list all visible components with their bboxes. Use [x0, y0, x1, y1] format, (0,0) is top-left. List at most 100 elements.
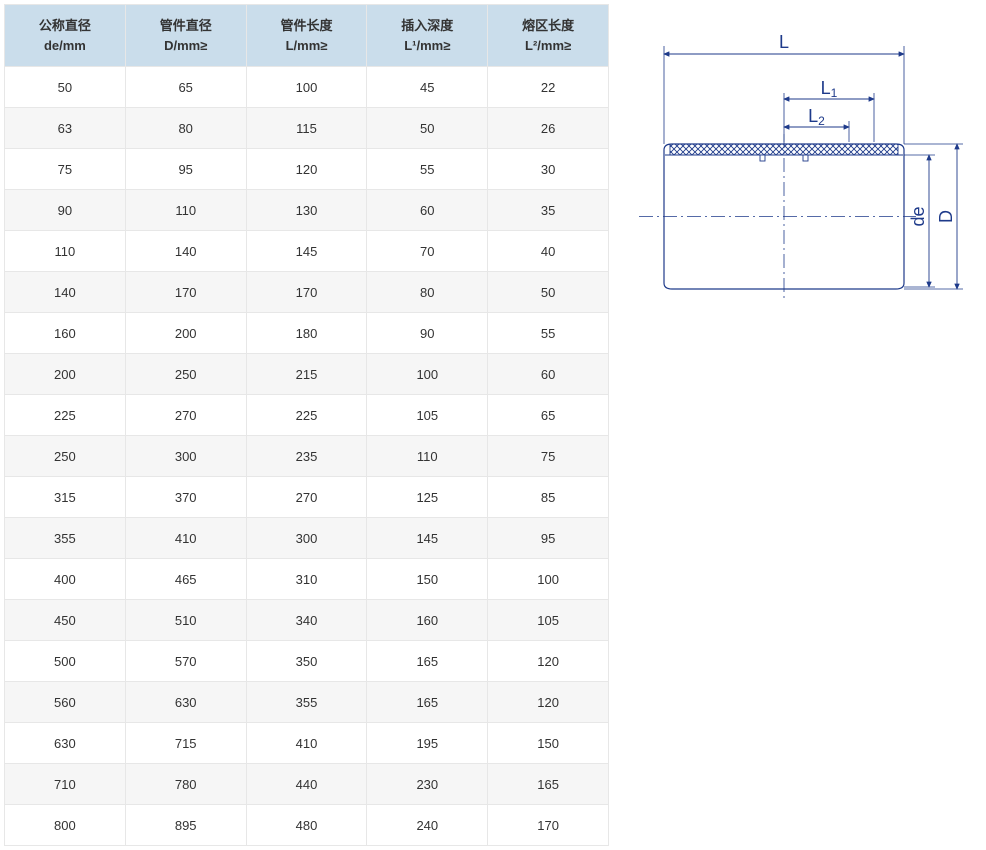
table-cell: 710 — [5, 764, 126, 805]
header-line2: de/mm — [44, 38, 86, 53]
table-cell: 780 — [125, 764, 246, 805]
table-cell: 560 — [5, 682, 126, 723]
table-cell: 50 — [488, 272, 609, 313]
table-cell: 45 — [367, 67, 488, 108]
table-row: 1401701708050 — [5, 272, 609, 313]
svg-text:D: D — [936, 210, 956, 223]
table-row: 630715410195150 — [5, 723, 609, 764]
svg-text:de: de — [908, 206, 928, 226]
table-cell: 50 — [5, 67, 126, 108]
table-cell: 225 — [5, 395, 126, 436]
table-cell: 63 — [5, 108, 126, 149]
table-cell: 26 — [488, 108, 609, 149]
table-cell: 630 — [5, 723, 126, 764]
table-row: 1101401457040 — [5, 231, 609, 272]
table-row: 63801155026 — [5, 108, 609, 149]
table-cell: 80 — [367, 272, 488, 313]
table-cell: 570 — [125, 641, 246, 682]
header-line2: L/mm≥ — [286, 38, 328, 53]
table-cell: 200 — [5, 354, 126, 395]
data-table: 公称直径de/mm管件直径D/mm≥管件长度L/mm≥插入深度L¹/mm≥熔区长… — [4, 4, 609, 846]
table-cell: 145 — [246, 231, 367, 272]
table-cell: 30 — [488, 149, 609, 190]
table-cell: 150 — [488, 723, 609, 764]
table-cell: 180 — [246, 313, 367, 354]
table-cell: 355 — [246, 682, 367, 723]
header-line1: 公称直径 — [39, 18, 91, 33]
table-cell: 170 — [125, 272, 246, 313]
table-cell: 230 — [367, 764, 488, 805]
table-cell: 55 — [488, 313, 609, 354]
table-cell: 75 — [5, 149, 126, 190]
table-cell: 105 — [367, 395, 488, 436]
table-cell: 440 — [246, 764, 367, 805]
table-row: 50651004522 — [5, 67, 609, 108]
table-cell: 60 — [367, 190, 488, 231]
table-cell: 80 — [125, 108, 246, 149]
table-cell: 510 — [125, 600, 246, 641]
table-cell: 70 — [367, 231, 488, 272]
table-row: 75951205530 — [5, 149, 609, 190]
table-cell: 170 — [246, 272, 367, 313]
table-cell: 235 — [246, 436, 367, 477]
table-cell: 90 — [5, 190, 126, 231]
table-cell: 140 — [5, 272, 126, 313]
table-cell: 270 — [125, 395, 246, 436]
table-cell: 40 — [488, 231, 609, 272]
table-row: 35541030014595 — [5, 518, 609, 559]
table-row: 710780440230165 — [5, 764, 609, 805]
table-row: 560630355165120 — [5, 682, 609, 723]
table-cell: 450 — [5, 600, 126, 641]
table-cell: 300 — [125, 436, 246, 477]
table-cell: 270 — [246, 477, 367, 518]
table-cell: 250 — [5, 436, 126, 477]
table-row: 31537027012585 — [5, 477, 609, 518]
table-cell: 100 — [367, 354, 488, 395]
table-cell: 300 — [246, 518, 367, 559]
table-cell: 165 — [367, 641, 488, 682]
table-cell: 90 — [367, 313, 488, 354]
table-cell: 215 — [246, 354, 367, 395]
header-line1: 管件长度 — [280, 18, 332, 33]
table-cell: 22 — [488, 67, 609, 108]
table-cell: 100 — [246, 67, 367, 108]
table-cell: 140 — [125, 231, 246, 272]
table-row: 500570350165120 — [5, 641, 609, 682]
table-cell: 165 — [488, 764, 609, 805]
table-cell: 170 — [488, 805, 609, 846]
header-line1: 管件直径 — [160, 18, 212, 33]
table-cell: 60 — [488, 354, 609, 395]
table-cell: 715 — [125, 723, 246, 764]
table-cell: 195 — [367, 723, 488, 764]
svg-text:L2: L2 — [808, 106, 825, 128]
table-cell: 110 — [5, 231, 126, 272]
table-cell: 100 — [488, 559, 609, 600]
table-cell: 800 — [5, 805, 126, 846]
table-cell: 95 — [125, 149, 246, 190]
table-row: 901101306035 — [5, 190, 609, 231]
table-row: 400465310150100 — [5, 559, 609, 600]
column-header-1: 管件直径 D/mm≥ — [125, 5, 246, 67]
table-cell: 480 — [246, 805, 367, 846]
header-line1: 熔区长度 — [522, 18, 574, 33]
table-cell: 400 — [5, 559, 126, 600]
table-cell: 55 — [367, 149, 488, 190]
header-line2: D/mm≥ — [164, 38, 207, 53]
svg-text:L: L — [779, 32, 789, 52]
header-line1: 插入深度 — [401, 18, 453, 33]
table-cell: 85 — [488, 477, 609, 518]
table-cell: 350 — [246, 641, 367, 682]
table-cell: 310 — [246, 559, 367, 600]
table-cell: 500 — [5, 641, 126, 682]
column-header-3: 插入深度L¹/mm≥ — [367, 5, 488, 67]
table-cell: 35 — [488, 190, 609, 231]
table-cell: 370 — [125, 477, 246, 518]
table-cell: 410 — [246, 723, 367, 764]
table-cell: 465 — [125, 559, 246, 600]
table-cell: 145 — [367, 518, 488, 559]
table-cell: 120 — [246, 149, 367, 190]
table-cell: 240 — [367, 805, 488, 846]
table-row: 800895480240170 — [5, 805, 609, 846]
table-cell: 65 — [488, 395, 609, 436]
column-header-4: 熔区长度L²/mm≥ — [488, 5, 609, 67]
